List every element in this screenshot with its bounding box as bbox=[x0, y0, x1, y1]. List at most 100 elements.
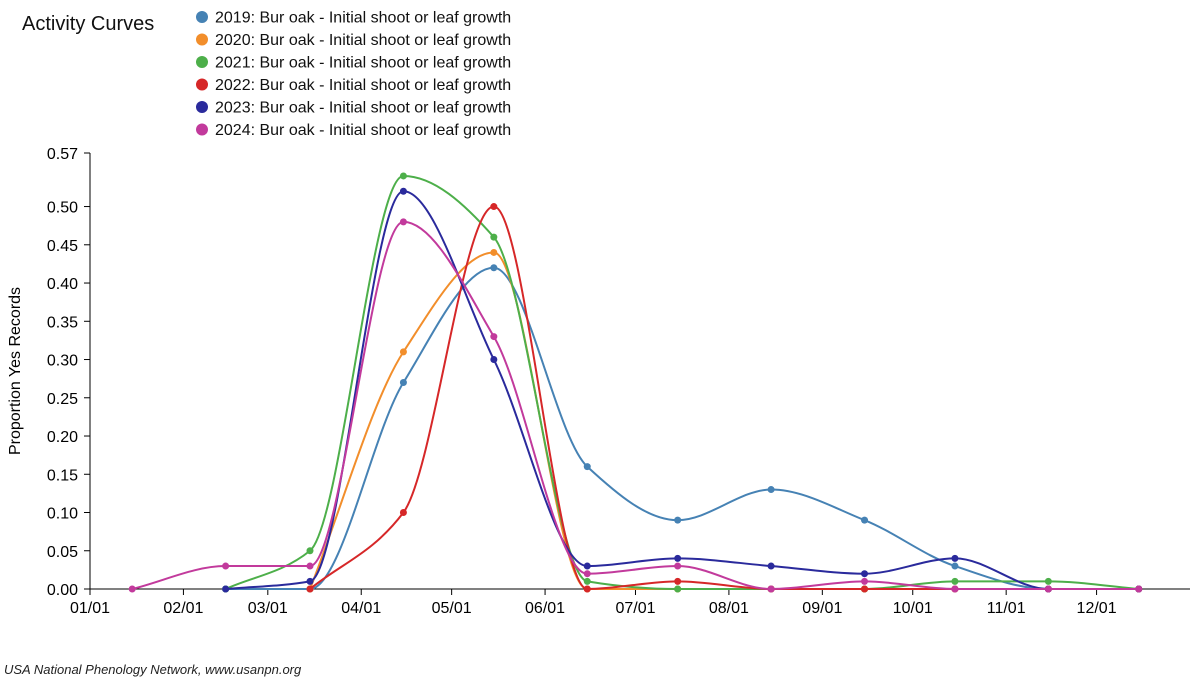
x-tick-label: 10/01 bbox=[893, 600, 933, 617]
y-tick-label: 0.35 bbox=[47, 314, 78, 331]
data-point[interactable] bbox=[951, 585, 959, 593]
y-tick-label: 0.30 bbox=[47, 353, 78, 370]
data-point[interactable] bbox=[674, 585, 682, 593]
series-2021 bbox=[222, 172, 1143, 593]
data-point[interactable] bbox=[583, 577, 591, 585]
data-point[interactable] bbox=[222, 585, 230, 593]
data-point[interactable] bbox=[490, 356, 498, 364]
data-point[interactable] bbox=[767, 562, 775, 570]
series-line bbox=[309, 251, 1139, 591]
series-2024 bbox=[128, 218, 1143, 593]
series-line bbox=[131, 220, 1139, 591]
legend-label: 2024: Bur oak - Initial shoot or leaf gr… bbox=[215, 122, 511, 139]
x-tick-label: 09/01 bbox=[802, 600, 842, 617]
axes: 01/01 02/01 03/01 04/01 05/01 06/01 07/01 08/01… bbox=[47, 146, 1190, 617]
x-tick-label: 03/01 bbox=[248, 600, 288, 617]
series-2022 bbox=[306, 203, 1143, 593]
legend-label: 2022: Bur oak - Initial shoot or leaf gr… bbox=[215, 77, 511, 94]
data-point[interactable] bbox=[306, 577, 314, 585]
data-point[interactable] bbox=[399, 348, 407, 356]
data-point[interactable] bbox=[128, 585, 136, 593]
y-tick-label: 0.20 bbox=[47, 429, 78, 446]
data-point[interactable] bbox=[674, 562, 682, 570]
data-point[interactable] bbox=[1044, 585, 1052, 593]
data-point[interactable] bbox=[767, 585, 775, 593]
legend-swatch bbox=[196, 11, 208, 23]
legend-item[interactable]: 2023: Bur oak - Initial shoot or leaf gr… bbox=[196, 100, 511, 117]
x-tick-label: 08/01 bbox=[709, 600, 749, 617]
y-tick-label: 0.10 bbox=[47, 506, 78, 523]
y-tick-label: 0.15 bbox=[47, 467, 78, 484]
x-tick-label: 04/01 bbox=[341, 600, 381, 617]
data-point[interactable] bbox=[399, 218, 407, 226]
series-2019 bbox=[222, 264, 1143, 593]
series-2023 bbox=[222, 187, 1143, 593]
data-point[interactable] bbox=[861, 585, 869, 593]
chart-title: Activity Curves bbox=[22, 13, 154, 35]
legend-label: 2023: Bur oak - Initial shoot or leaf gr… bbox=[215, 100, 511, 117]
series-line bbox=[225, 174, 1139, 591]
data-point[interactable] bbox=[306, 585, 314, 593]
legend-swatch bbox=[196, 33, 208, 46]
y-axis-label: Proportion Yes Records bbox=[7, 287, 24, 455]
legend: 2019: Bur oak - Initial shoot or leaf gr… bbox=[196, 10, 511, 139]
data-point[interactable] bbox=[861, 577, 869, 585]
credit-text: USA National Phenology Network, www.usan… bbox=[4, 662, 302, 677]
series-line bbox=[309, 205, 1139, 591]
y-tick-label: 0.05 bbox=[47, 544, 78, 561]
data-point[interactable] bbox=[674, 577, 682, 585]
legend-swatch bbox=[196, 123, 208, 136]
x-tick-label: 12/01 bbox=[1077, 600, 1117, 617]
y-tick-label: 0.50 bbox=[47, 200, 78, 217]
legend-swatch bbox=[196, 101, 208, 113]
x-tick-label: 07/01 bbox=[615, 600, 655, 617]
legend-item[interactable]: 2024: Bur oak - Initial shoot or leaf gr… bbox=[196, 122, 511, 139]
data-point[interactable] bbox=[490, 233, 498, 241]
data-point[interactable] bbox=[951, 562, 959, 570]
y-tick-label: 0.25 bbox=[47, 391, 78, 408]
data-point[interactable] bbox=[583, 463, 591, 471]
x-tick-label: 11/01 bbox=[987, 600, 1026, 617]
data-point[interactable] bbox=[222, 562, 230, 570]
data-point[interactable] bbox=[861, 570, 869, 578]
y-tick-label: 0.45 bbox=[47, 238, 78, 255]
x-tick-label: 05/01 bbox=[432, 600, 472, 617]
data-point[interactable] bbox=[306, 547, 314, 555]
series-line bbox=[225, 190, 1139, 591]
x-tick-label: 06/01 bbox=[525, 600, 565, 617]
legend-swatch bbox=[196, 78, 208, 91]
data-point[interactable] bbox=[951, 577, 959, 585]
data-point[interactable] bbox=[490, 203, 498, 211]
data-point[interactable] bbox=[306, 562, 314, 570]
data-point[interactable] bbox=[674, 554, 682, 562]
legend-label: 2019: Bur oak - Initial shoot or leaf gr… bbox=[215, 10, 511, 27]
legend-item[interactable]: 2019: Bur oak - Initial shoot or leaf gr… bbox=[196, 10, 511, 27]
y-tick-label: 0.00 bbox=[47, 582, 78, 599]
data-point[interactable] bbox=[399, 509, 407, 517]
legend-item[interactable]: 2020: Bur oak - Initial shoot or leaf gr… bbox=[196, 32, 511, 49]
data-point[interactable] bbox=[583, 570, 591, 578]
legend-swatch bbox=[196, 56, 208, 68]
legend-label: 2020: Bur oak - Initial shoot or leaf gr… bbox=[215, 32, 511, 49]
x-tick-label: 02/01 bbox=[163, 600, 203, 617]
data-point[interactable] bbox=[399, 172, 407, 180]
data-point[interactable] bbox=[490, 333, 498, 341]
data-point[interactable] bbox=[674, 516, 682, 524]
data-point[interactable] bbox=[399, 378, 407, 386]
data-point[interactable] bbox=[583, 562, 591, 570]
y-tick-label: 0.40 bbox=[47, 276, 78, 293]
data-point[interactable] bbox=[490, 264, 498, 272]
data-point[interactable] bbox=[399, 187, 407, 195]
data-point[interactable] bbox=[490, 248, 498, 256]
data-point[interactable] bbox=[1135, 585, 1143, 593]
legend-item[interactable]: 2022: Bur oak - Initial shoot or leaf gr… bbox=[196, 77, 511, 94]
data-point[interactable] bbox=[1044, 577, 1052, 585]
data-point[interactable] bbox=[951, 554, 959, 562]
plot-area bbox=[128, 172, 1143, 593]
legend-item[interactable]: 2021: Bur oak - Initial shoot or leaf gr… bbox=[196, 55, 511, 72]
data-point[interactable] bbox=[583, 585, 591, 593]
data-point[interactable] bbox=[861, 516, 869, 524]
data-point[interactable] bbox=[767, 486, 775, 494]
legend-label: 2021: Bur oak - Initial shoot or leaf gr… bbox=[215, 55, 511, 72]
